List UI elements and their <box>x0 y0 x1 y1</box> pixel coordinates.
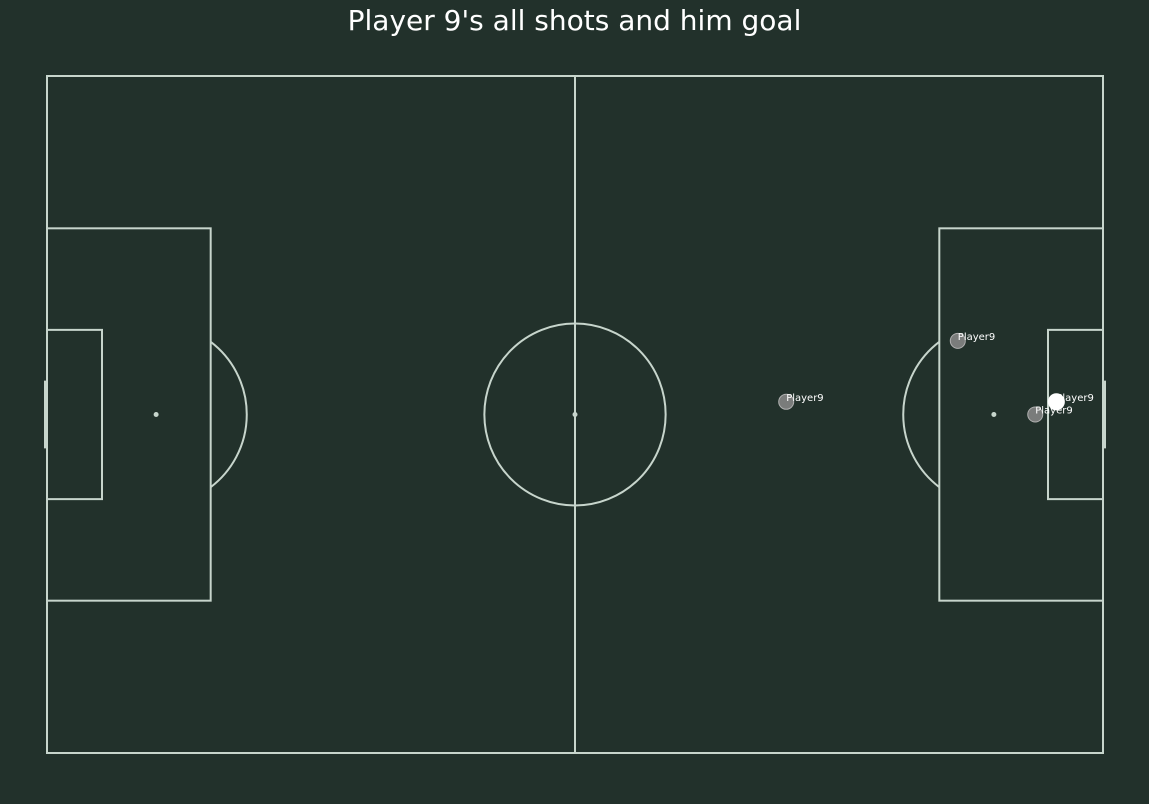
right-penalty-arc <box>902 341 940 488</box>
left-penalty-spot <box>153 412 159 417</box>
shot-label: Player9 <box>786 393 823 404</box>
right-penalty-area <box>938 227 1104 602</box>
chart-title: Player 9's all shots and him goal <box>348 4 802 37</box>
pitch-lines <box>44 75 1106 754</box>
left-penalty-arc <box>210 341 248 488</box>
left-six-yard-box <box>46 328 103 501</box>
shot-markers: Player9 Player9 Player9 Player9 <box>778 332 1094 423</box>
shot-marker <box>949 332 966 349</box>
right-penalty-spot <box>991 412 997 417</box>
left-penalty-area <box>46 227 212 602</box>
goal-marker <box>1047 393 1065 411</box>
shot-label: Player9 <box>1035 406 1072 417</box>
shot-marker <box>1027 406 1044 423</box>
shot-marker <box>778 393 795 410</box>
shot-label: Player9 <box>1056 393 1093 404</box>
center-spot <box>572 412 578 417</box>
center-circle <box>483 322 667 507</box>
shot-label: Player9 <box>958 332 995 343</box>
